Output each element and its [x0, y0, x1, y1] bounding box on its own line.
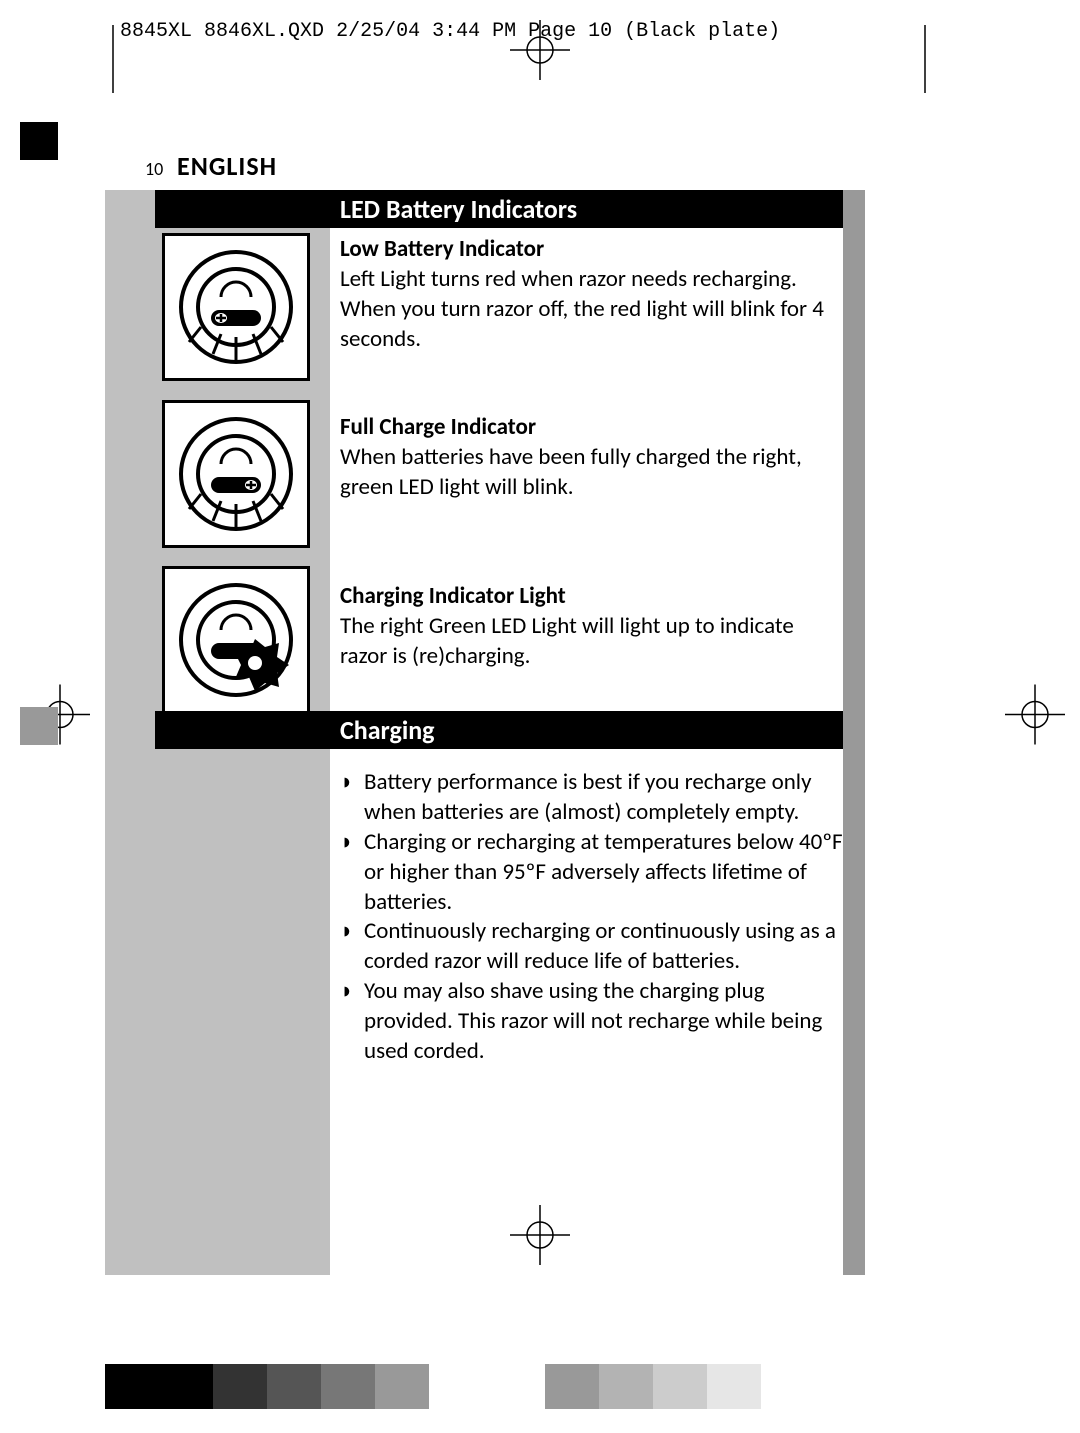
page-number: 10 — [145, 158, 163, 180]
subsection-body: When batteries have been fully charged t… — [340, 443, 840, 503]
section-title: Charging — [340, 714, 434, 746]
bullet-text: You may also shave using the charging pl… — [364, 977, 845, 1067]
razor-charging-icon — [162, 566, 310, 714]
crop-mark-icon — [108, 25, 128, 98]
swatch-icon — [267, 1364, 321, 1409]
section-header-charging: Charging — [155, 711, 843, 749]
crop-mark-center-icon — [510, 20, 570, 85]
swatch-icon — [707, 1364, 761, 1409]
bullet-marker-icon: ◗ — [340, 768, 364, 828]
page-content: 10 ENGLISH LED Battery Indicators Low Ba… — [0, 100, 1080, 1433]
bullet-marker-icon: ◗ — [340, 977, 364, 1067]
page-header: 10 ENGLISH — [145, 150, 277, 182]
swatch-icon — [653, 1364, 707, 1409]
subsection-title: Charging Indicator Light — [340, 582, 840, 610]
page-language: ENGLISH — [177, 150, 277, 182]
color-swatches-right — [545, 1364, 761, 1409]
gray-background-right — [843, 190, 865, 1275]
swatch-icon — [105, 1364, 159, 1409]
subsection-charging-light: Charging Indicator Light The right Green… — [340, 582, 840, 672]
section-header-led: LED Battery Indicators — [155, 190, 843, 228]
subsection-low-battery: Low Battery Indicator Left Light turns r… — [340, 235, 840, 355]
subsection-body: The right Green LED Light will light up … — [340, 612, 840, 672]
bullet-text: Battery performance is best if you recha… — [364, 768, 845, 828]
subsection-body: Left Light turns red when razor needs re… — [340, 265, 840, 355]
subsection-title: Full Charge Indicator — [340, 413, 840, 441]
bullet-text: Continuously recharging or continuously … — [364, 917, 845, 977]
list-item: ◗ Continuously recharging or continuousl… — [340, 917, 845, 977]
list-item: ◗ Charging or recharging at temperatures… — [340, 828, 845, 918]
subsection-title: Low Battery Indicator — [340, 235, 840, 263]
crop-mark-icon — [920, 25, 940, 98]
charging-bullet-list: ◗ Battery performance is best if you rec… — [340, 768, 845, 1067]
subsection-full-charge: Full Charge Indicator When batteries hav… — [340, 413, 840, 503]
side-marker-gray-icon — [20, 707, 58, 745]
bullet-marker-icon: ◗ — [340, 917, 364, 977]
section-title: LED Battery Indicators — [340, 193, 577, 225]
side-marker-black-icon — [20, 122, 58, 160]
print-header-text: 8845XL 8846XL.QXD 2/25/04 3:44 PM Page 1… — [120, 20, 780, 43]
list-item: ◗ You may also shave using the charging … — [340, 977, 845, 1067]
swatch-icon — [375, 1364, 429, 1409]
razor-full-charge-icon — [162, 400, 310, 548]
swatch-icon — [599, 1364, 653, 1409]
print-header: 8845XL 8846XL.QXD 2/25/04 3:44 PM Page 1… — [120, 20, 1025, 43]
bullet-marker-icon: ◗ — [340, 828, 364, 918]
color-swatches-left — [105, 1364, 429, 1409]
swatch-icon — [159, 1364, 213, 1409]
swatch-icon — [213, 1364, 267, 1409]
bullet-text: Charging or recharging at temperatures b… — [364, 828, 845, 918]
swatch-icon — [321, 1364, 375, 1409]
list-item: ◗ Battery performance is best if you rec… — [340, 768, 845, 828]
razor-low-battery-icon — [162, 233, 310, 381]
swatch-icon — [545, 1364, 599, 1409]
